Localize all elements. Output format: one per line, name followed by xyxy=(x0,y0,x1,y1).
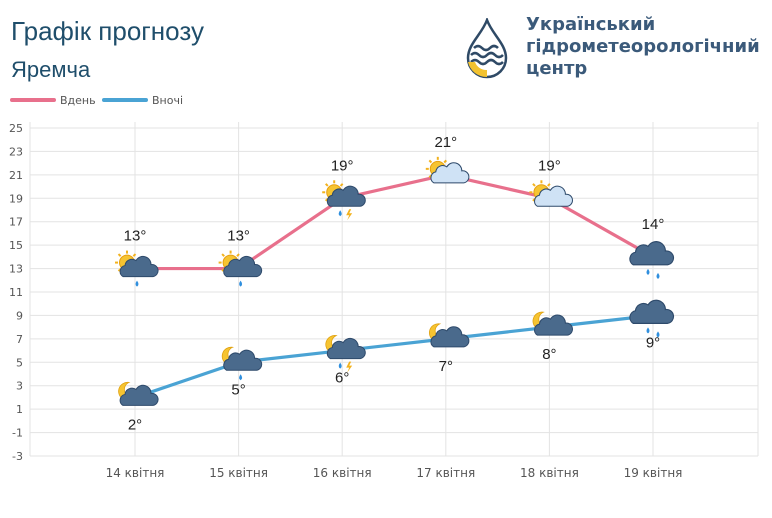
org-name-line-1: Український xyxy=(526,14,656,35)
series-line-day xyxy=(135,173,654,271)
series-line-night xyxy=(134,313,654,399)
data-label-night: 6° xyxy=(335,370,349,387)
moon-cloud-icon xyxy=(429,323,470,348)
moon-cloud-thunderstorm-icon xyxy=(325,335,366,373)
sun-ray xyxy=(532,183,536,187)
rain-drop xyxy=(656,272,660,279)
y-tick-label: -1 xyxy=(12,427,23,440)
y-tick-label: 7 xyxy=(16,333,23,346)
cloud-shape xyxy=(534,185,573,207)
sun-ray xyxy=(428,159,433,164)
y-tick-label: 5 xyxy=(16,356,23,369)
sun-cloud-thunderstorm-icon xyxy=(322,180,366,221)
chart-subtitle: Яремча xyxy=(11,57,91,82)
cloud-shape xyxy=(629,241,675,266)
y-tick-label: 19 xyxy=(9,192,23,205)
series-layer xyxy=(134,173,654,399)
x-tick-label: 16 квітня xyxy=(313,466,372,480)
data-label-night: 7° xyxy=(439,358,453,375)
weather-icons xyxy=(115,156,675,406)
x-tick-label: 19 квітня xyxy=(624,466,683,480)
cloud-shape xyxy=(326,337,366,360)
data-label-night: 2° xyxy=(128,416,142,433)
rain-drop xyxy=(239,280,243,287)
legend-label-night: Вночі xyxy=(152,94,183,107)
y-tick-label: 17 xyxy=(9,216,23,229)
chart-grid xyxy=(29,122,759,457)
rain-drop xyxy=(239,374,243,381)
y-axis: 25 23 21 19 17 15 13 11 9 7 5 3 1 -1 -3 xyxy=(9,122,23,463)
x-tick-label: 18 квітня xyxy=(520,466,579,480)
rain-drop xyxy=(338,210,342,217)
y-tick-label: 9 xyxy=(16,309,23,322)
data-label-night: 5° xyxy=(231,381,245,398)
x-tick-label: 14 квітня xyxy=(106,466,165,480)
moon-cloud-icon xyxy=(118,381,159,406)
y-tick-label: -3 xyxy=(12,450,23,463)
cloud-shape xyxy=(430,326,470,348)
y-tick-label: 25 xyxy=(9,122,23,135)
y-tick-label: 21 xyxy=(9,169,23,182)
y-tick-label: 13 xyxy=(9,263,23,276)
sun-ray xyxy=(547,183,551,187)
org-name-line-3: центр xyxy=(526,58,588,79)
sun-ray xyxy=(443,159,447,164)
moon-cloud-icon xyxy=(532,311,573,336)
rain-drop xyxy=(656,331,660,338)
data-label-day: 13° xyxy=(227,228,250,245)
y-tick-label: 23 xyxy=(9,145,23,158)
cloud-shape xyxy=(223,349,263,371)
chart-title: Графік прогнозу xyxy=(11,16,204,46)
cloud-shape xyxy=(223,255,263,278)
cloud-shape xyxy=(430,162,470,184)
sun-cloud-icon xyxy=(529,180,573,207)
data-labels: 13° 13° 19° 21° 19° 14° 2° 5° 6° 7° 8° 9° xyxy=(124,134,665,434)
rain-drop xyxy=(338,362,342,369)
data-label-day: 19° xyxy=(331,157,354,174)
x-tick-label: 15 квітня xyxy=(209,466,268,480)
cloud-shape xyxy=(119,255,159,278)
x-axis: 14 квітня 15 квітня 16 квітня 17 квітня 18 к… xyxy=(106,466,683,480)
sun-cloud-icon xyxy=(425,156,470,184)
sun-ray xyxy=(339,183,344,187)
rain-drop xyxy=(135,280,139,287)
x-tick-label: 17 квітня xyxy=(416,466,475,480)
organization-name: Український гідрометеорологічний центр xyxy=(526,14,760,80)
y-tick-label: 15 xyxy=(9,239,23,252)
org-name-line-2: гідрометеорологічний xyxy=(526,36,760,57)
sun-ray xyxy=(221,253,225,257)
rain-drop xyxy=(646,268,650,275)
sun-ray xyxy=(325,183,329,187)
lightning-bolt xyxy=(346,209,353,221)
legend-label-day: Вдень xyxy=(60,94,96,107)
cloud-shape xyxy=(629,299,675,324)
sun-cloud-rain-icon xyxy=(115,250,159,287)
legend: Вдень Вночі xyxy=(10,94,183,107)
data-label-day: 19° xyxy=(538,157,561,174)
lightning-bolt xyxy=(346,361,353,373)
y-tick-label: 3 xyxy=(16,380,23,393)
sun-ray xyxy=(236,253,240,257)
sun-ray xyxy=(117,253,122,257)
cloud-rain-icon xyxy=(629,241,675,279)
data-label-day: 14° xyxy=(642,216,665,233)
y-tick-label: 1 xyxy=(16,403,23,416)
rain-drop xyxy=(646,327,650,334)
sun-cloud-rain-icon xyxy=(218,250,263,287)
cloud-shape xyxy=(534,314,573,336)
data-label-day: 21° xyxy=(434,134,457,151)
cloud-shape xyxy=(119,384,159,406)
data-label-night: 8° xyxy=(542,346,556,363)
uhmc-logo-icon xyxy=(466,18,508,79)
moon-cloud-rain-icon xyxy=(221,346,263,381)
sun-ray xyxy=(132,253,137,257)
data-label-day: 13° xyxy=(124,228,147,245)
cloud-rain-icon xyxy=(629,299,675,338)
data-label-night: 9° xyxy=(646,334,660,351)
cloud-shape xyxy=(326,185,366,207)
y-tick-label: 11 xyxy=(9,286,23,299)
